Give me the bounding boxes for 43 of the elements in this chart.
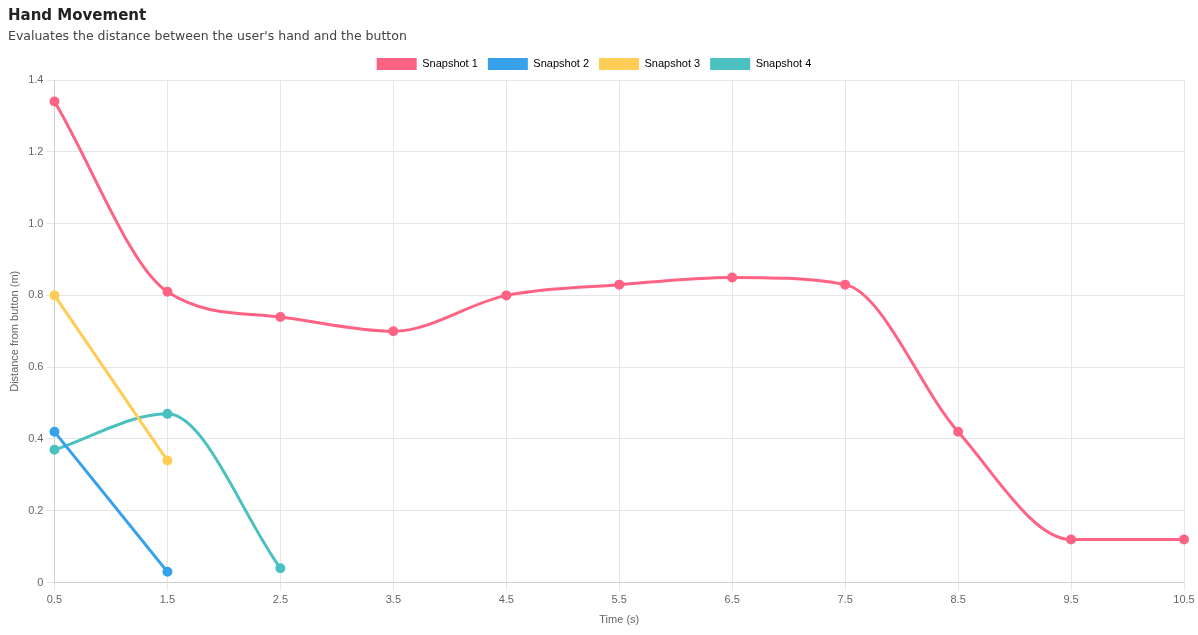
x-tick-label: 4.5 bbox=[498, 593, 514, 606]
x-tick-label: 7.5 bbox=[837, 593, 853, 606]
point bbox=[49, 444, 60, 455]
point bbox=[727, 272, 738, 283]
legend-label: Snapshot 2 bbox=[533, 57, 589, 70]
y-tick-label: 1.4 bbox=[28, 73, 44, 86]
chart-subtitle: Evaluates the distance between the user's hand and the button bbox=[8, 28, 407, 43]
x-tick-label: 1.5 bbox=[159, 593, 176, 606]
x-tick-label: 6.5 bbox=[724, 593, 740, 606]
y-tick-label: 1.2 bbox=[28, 144, 44, 157]
point bbox=[1179, 534, 1189, 545]
y-tick-label: 0.6 bbox=[28, 360, 44, 373]
x-tick-label: 9.5 bbox=[1063, 593, 1079, 606]
point bbox=[162, 455, 173, 466]
point bbox=[1066, 534, 1077, 545]
x-tick-label: 2.5 bbox=[272, 593, 289, 606]
chart-title: Hand Movement bbox=[8, 6, 147, 24]
point bbox=[388, 326, 399, 337]
x-tick-label: 5.5 bbox=[611, 593, 627, 606]
point bbox=[275, 563, 286, 574]
legend-label: Snapshot 3 bbox=[644, 57, 701, 70]
legend-label: Snapshot 1 bbox=[422, 57, 478, 70]
point bbox=[162, 286, 173, 297]
y-tick-label: 1.0 bbox=[28, 216, 44, 229]
point bbox=[953, 426, 964, 437]
point bbox=[614, 279, 625, 290]
point bbox=[275, 311, 286, 322]
x-tick-label: 0.5 bbox=[46, 593, 63, 606]
x-axis-title: Time (s) bbox=[599, 613, 640, 626]
point bbox=[162, 566, 173, 577]
x-tick-label: 10.5 bbox=[1173, 593, 1195, 606]
point bbox=[49, 96, 60, 107]
point bbox=[162, 408, 173, 419]
y-tick-label: 0 bbox=[37, 575, 44, 588]
y-tick-label: 0.4 bbox=[28, 432, 44, 445]
x-tick-label: 3.5 bbox=[385, 593, 401, 606]
point bbox=[501, 290, 512, 301]
y-axis-title: Distance from button (m) bbox=[7, 270, 20, 392]
x-tick-label: 8.5 bbox=[950, 593, 966, 606]
y-tick-label: 0.8 bbox=[28, 288, 44, 301]
legend-label: Snapshot 4 bbox=[755, 57, 812, 70]
point bbox=[840, 279, 851, 290]
y-tick-label: 0.2 bbox=[28, 503, 44, 516]
